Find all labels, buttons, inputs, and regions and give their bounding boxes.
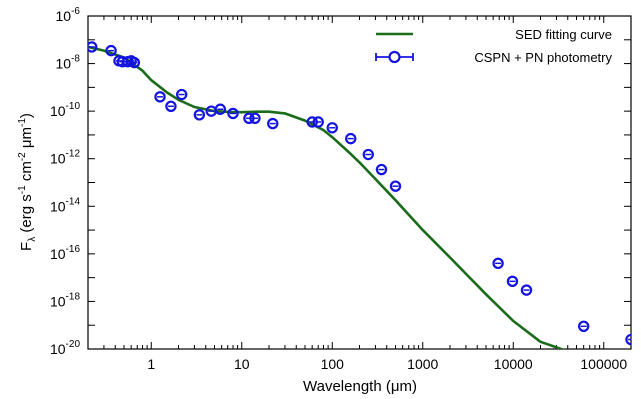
x-tick-label: 1000 bbox=[407, 356, 438, 372]
photometry-point bbox=[128, 56, 141, 69]
x-tick-label: 1 bbox=[147, 356, 155, 372]
photometry-point bbox=[312, 116, 324, 128]
photometry-point bbox=[105, 44, 117, 57]
photometry-point bbox=[267, 117, 279, 130]
y-tick-label: 10-20 bbox=[50, 339, 80, 357]
photometry-point bbox=[492, 257, 504, 270]
x-tick-label: 100000 bbox=[580, 356, 627, 372]
axis-ticks bbox=[87, 15, 632, 350]
x-tick-label: 10000 bbox=[494, 356, 533, 372]
photometry-point bbox=[577, 320, 590, 333]
y-tick-label: 10-18 bbox=[50, 291, 80, 309]
photometry-point bbox=[625, 333, 631, 346]
legend-marker-swatch bbox=[375, 50, 414, 64]
photometry-point bbox=[193, 109, 206, 121]
y-axis-title: Fλ (erg s-1 cm-2 μm-1) bbox=[17, 113, 38, 251]
photometry-point bbox=[345, 132, 357, 145]
y-tick-label: 10-6 bbox=[56, 6, 81, 24]
x-tick-labels: 1 10 100 1000 10000 100000 bbox=[147, 356, 627, 372]
x-axis-title: Wavelength (μm) bbox=[303, 378, 417, 395]
x-tick-label: 10 bbox=[234, 356, 250, 372]
photometry-point bbox=[176, 88, 188, 101]
y-tick-labels: 10-20 10-18 10-16 10-14 10-12 10-10 10-8 10-6 bbox=[50, 6, 80, 357]
photometry-point bbox=[375, 163, 388, 176]
photometry-point bbox=[362, 148, 374, 161]
photometry-point bbox=[88, 41, 98, 53]
legend-label-curve: SED fitting curve bbox=[515, 27, 612, 42]
x-tick-label: 100 bbox=[321, 356, 345, 372]
photometry-point bbox=[227, 107, 239, 120]
y-tick-label: 10-8 bbox=[56, 54, 81, 72]
photometry-point bbox=[326, 122, 338, 134]
legend-label-photometry: CSPN + PN photometry bbox=[474, 50, 612, 65]
photometry-point bbox=[520, 284, 533, 296]
data-series bbox=[88, 41, 631, 349]
photometry-point bbox=[389, 180, 402, 192]
legend: SED fitting curve CSPN + PN photometry bbox=[375, 27, 612, 65]
sed-fit-curve bbox=[88, 45, 566, 349]
photometry-point bbox=[249, 112, 261, 125]
y-tick-label: 10-16 bbox=[50, 244, 80, 262]
y-tick-label: 10-14 bbox=[50, 196, 80, 214]
photometry-point bbox=[165, 100, 177, 112]
plot-frame bbox=[87, 15, 632, 350]
y-tick-label: 10-12 bbox=[50, 149, 80, 167]
photometry-point bbox=[154, 91, 166, 103]
photometry-point bbox=[214, 103, 227, 115]
photometry-point bbox=[506, 275, 519, 288]
y-tick-label: 10-10 bbox=[50, 101, 80, 119]
